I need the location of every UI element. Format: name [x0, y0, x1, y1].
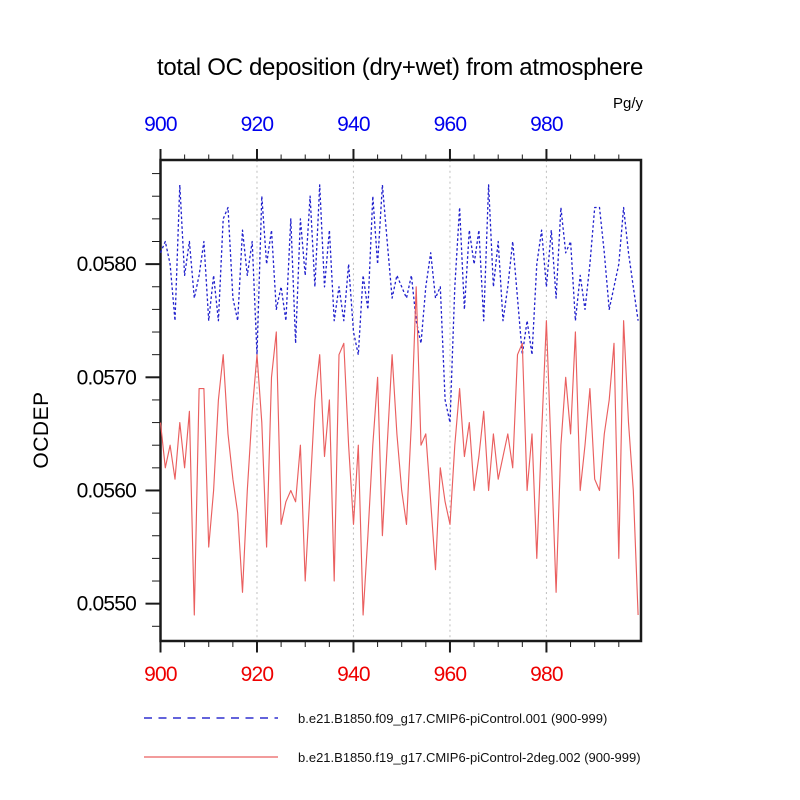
gridlines	[256, 160, 547, 641]
legend-line-dashed-icon	[144, 717, 278, 719]
unit-label: Pg/y	[612, 95, 643, 112]
series-line-piControl-2deg-002	[159, 286, 639, 616]
x-tick-label-bottom-900: 900	[144, 663, 177, 686]
legend-label-picontrol-2deg-002: b.e21.B1850.f19_g17.CMIP6-piControl-2deg…	[298, 749, 641, 765]
x-tick-label-top-900: 900	[144, 113, 177, 136]
x-tick-label-top-980: 980	[530, 113, 563, 136]
legend-item-picontrol-2deg-002: b.e21.B1850.f19_g17.CMIP6-piControl-2deg…	[143, 749, 641, 765]
x-tick-label-top-920: 920	[241, 113, 274, 136]
x-tick-label-bottom-960: 960	[434, 663, 467, 686]
y-tick-label-0.0580: 0.0580	[77, 253, 137, 276]
legend-label-picontrol-001: b.e21.B1850.f09_g17.CMIP6-piControl.001 …	[298, 710, 608, 726]
y-tick-label-0.0560: 0.0560	[77, 479, 137, 502]
chart-title: total OC deposition (dry+wet) from atmos…	[156, 54, 644, 81]
plot-frame	[159, 158, 643, 643]
series-line-piControl-001	[159, 184, 639, 424]
y-tick-label-0.0570: 0.0570	[77, 366, 137, 389]
x-tick-label-bottom-920: 920	[241, 663, 274, 686]
y-tick-label-0.0550: 0.0550	[77, 593, 137, 616]
x-tick-label-bottom-980: 980	[530, 663, 563, 686]
x-tick-label-bottom-940: 940	[337, 663, 370, 686]
axis-ticks	[145, 149, 620, 653]
legend-line-solid-icon	[144, 756, 278, 758]
x-tick-label-top-960: 960	[434, 113, 467, 136]
legend-item-picontrol-001: b.e21.B1850.f09_g17.CMIP6-piControl.001 …	[143, 710, 608, 726]
x-tick-label-top-940: 940	[337, 113, 370, 136]
